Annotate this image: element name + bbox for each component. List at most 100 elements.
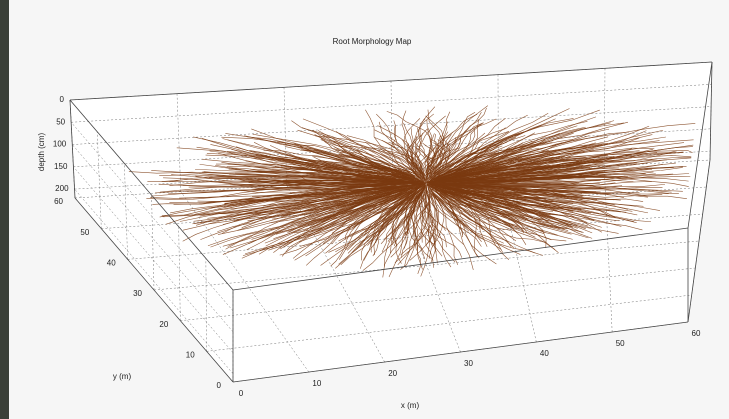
x-tick-label: 30 [464, 359, 473, 368]
x-tick-label: 50 [616, 339, 625, 348]
root [439, 176, 689, 185]
root [363, 185, 425, 236]
root [279, 192, 417, 256]
grid-line [96, 131, 102, 229]
root [165, 184, 392, 225]
root [426, 184, 517, 242]
root [428, 151, 522, 182]
y-axis-label: y (m) [113, 372, 132, 381]
root [310, 190, 409, 232]
root [227, 163, 413, 182]
root [429, 109, 600, 180]
root [299, 189, 421, 243]
box-edge [232, 321, 689, 383]
y-tick-label: 20 [159, 320, 168, 329]
root [247, 136, 404, 178]
root [403, 122, 422, 179]
root [426, 185, 584, 233]
root [362, 193, 422, 271]
box-edge [69, 99, 234, 291]
root [277, 140, 414, 180]
root [434, 186, 546, 225]
root [182, 186, 405, 242]
root [401, 191, 421, 258]
root [168, 180, 415, 195]
root [426, 183, 446, 231]
root [290, 187, 416, 224]
box-edge [687, 159, 711, 323]
box-edge [232, 227, 689, 291]
root [240, 180, 424, 187]
root [300, 149, 420, 182]
root [431, 188, 552, 241]
root [430, 183, 583, 233]
root [433, 183, 663, 190]
root [433, 188, 536, 238]
root [416, 186, 426, 270]
grid-line [153, 240, 700, 291]
root [440, 118, 556, 178]
root [291, 120, 419, 178]
root [441, 140, 533, 176]
root [434, 183, 595, 221]
root [394, 191, 424, 264]
root [424, 113, 478, 180]
root [222, 183, 425, 247]
root [431, 188, 463, 236]
root [292, 183, 426, 259]
root [448, 165, 574, 182]
root [416, 106, 436, 175]
root [229, 173, 402, 181]
root [437, 132, 574, 176]
grid-line [74, 188, 234, 374]
root [441, 155, 587, 183]
root [161, 178, 401, 183]
root [427, 186, 439, 245]
root [415, 146, 431, 175]
root [427, 112, 482, 175]
root [425, 190, 437, 246]
y-tick-label: 30 [133, 289, 142, 298]
root [453, 181, 625, 199]
root [455, 171, 654, 183]
root [431, 146, 486, 182]
box-edge [709, 61, 713, 161]
root [400, 196, 436, 256]
z-tick-label: 0 [60, 95, 65, 104]
root [436, 187, 573, 228]
y-tick-label: 40 [107, 258, 116, 267]
root [346, 135, 417, 173]
root [418, 187, 456, 263]
root [453, 183, 594, 221]
root [425, 115, 451, 183]
root [425, 186, 447, 248]
box-edge [69, 61, 713, 101]
root [425, 135, 441, 184]
root [433, 129, 476, 175]
root [241, 187, 400, 228]
root [428, 150, 640, 184]
root [423, 128, 432, 172]
z-tick-label: 200 [55, 184, 69, 193]
root [365, 109, 422, 175]
root [372, 192, 421, 257]
root [432, 122, 484, 173]
root [392, 193, 417, 247]
x-tick-label: 40 [540, 349, 549, 358]
root [426, 158, 658, 182]
root [377, 125, 426, 183]
root [451, 176, 691, 184]
grid-line [70, 122, 234, 312]
root [432, 186, 483, 227]
root [340, 146, 418, 176]
root [435, 186, 546, 233]
root [220, 185, 407, 215]
z-axis-label: depth (cm) [37, 133, 46, 172]
root [367, 196, 410, 246]
root [429, 187, 556, 250]
root [345, 161, 426, 184]
root [382, 193, 420, 278]
root [459, 185, 569, 198]
z-tick-label: 50 [56, 117, 65, 126]
root [206, 186, 396, 203]
